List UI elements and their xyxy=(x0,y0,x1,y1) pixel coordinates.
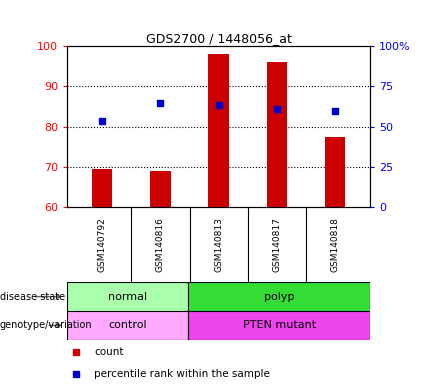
Bar xyxy=(208,54,229,207)
Text: GSM140813: GSM140813 xyxy=(214,217,223,272)
Text: count: count xyxy=(94,347,124,357)
Text: GSM140817: GSM140817 xyxy=(272,217,281,272)
Text: normal: normal xyxy=(108,291,147,302)
Bar xyxy=(267,62,287,207)
Bar xyxy=(188,282,370,311)
Text: control: control xyxy=(108,320,147,331)
Text: polyp: polyp xyxy=(264,291,294,302)
Text: PTEN mutant: PTEN mutant xyxy=(243,320,316,331)
Text: GSM140816: GSM140816 xyxy=(156,217,165,272)
Text: percentile rank within the sample: percentile rank within the sample xyxy=(94,369,270,379)
Bar xyxy=(92,169,112,207)
Bar xyxy=(67,311,188,340)
Bar xyxy=(188,311,370,340)
Title: GDS2700 / 1448056_at: GDS2700 / 1448056_at xyxy=(146,32,291,45)
Text: disease state: disease state xyxy=(0,291,65,302)
Text: GSM140792: GSM140792 xyxy=(97,217,107,272)
Text: genotype/variation: genotype/variation xyxy=(0,320,93,331)
Bar xyxy=(150,171,171,207)
Bar xyxy=(325,137,346,207)
Bar xyxy=(67,282,188,311)
Text: GSM140818: GSM140818 xyxy=(331,217,340,272)
